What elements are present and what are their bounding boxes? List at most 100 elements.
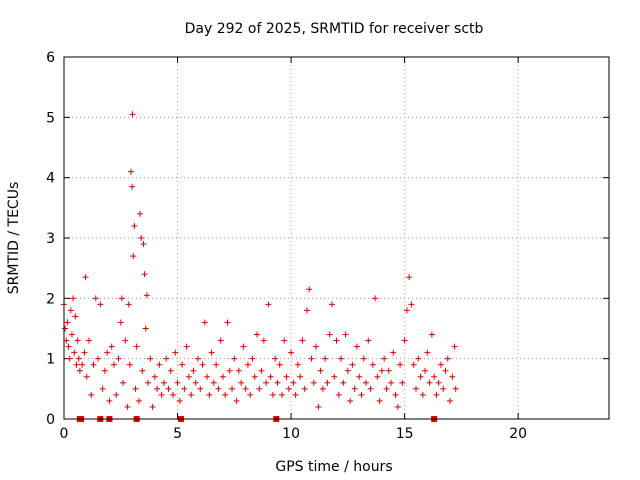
data-point <box>113 391 120 398</box>
data-point <box>188 391 195 398</box>
data-point <box>165 385 172 392</box>
data-point <box>399 379 406 386</box>
data-point <box>385 367 392 374</box>
data-point <box>151 373 158 380</box>
data-point <box>238 379 245 386</box>
data-point <box>406 274 413 281</box>
data-point <box>367 385 374 392</box>
y-tick-label: 2 <box>46 291 55 307</box>
data-point <box>376 397 383 404</box>
data-point <box>156 361 163 368</box>
data-point <box>199 361 206 368</box>
data-point <box>374 373 381 380</box>
data-point <box>88 391 95 398</box>
data-point <box>71 349 78 356</box>
data-point <box>310 379 317 386</box>
data-point <box>81 349 88 356</box>
data-point <box>149 403 156 410</box>
data-point <box>428 331 435 338</box>
data-point <box>251 373 258 380</box>
data-point <box>110 361 117 368</box>
data-points <box>61 111 459 422</box>
data-point <box>242 385 249 392</box>
data-point <box>317 367 324 374</box>
data-point <box>154 385 161 392</box>
y-tick-label: 0 <box>46 412 55 428</box>
data-point <box>129 111 136 118</box>
data-point <box>135 397 142 404</box>
data-point <box>106 397 113 404</box>
data-point <box>390 349 397 356</box>
data-point <box>356 373 363 380</box>
data-point <box>229 385 236 392</box>
data-point <box>101 367 108 374</box>
data-point <box>141 271 148 278</box>
data-point <box>403 307 410 314</box>
data-point <box>83 373 90 380</box>
data-point <box>256 385 263 392</box>
data-point <box>92 295 99 302</box>
data-point <box>408 301 415 308</box>
data-point <box>292 391 299 398</box>
data-point <box>435 379 442 386</box>
data-point <box>301 385 308 392</box>
data-point <box>129 183 136 190</box>
data-point <box>97 301 104 308</box>
data-point <box>294 361 301 368</box>
data-point <box>222 391 229 398</box>
data-point <box>254 331 261 338</box>
data-point <box>204 373 211 380</box>
data-point <box>172 349 179 356</box>
data-point <box>217 337 224 344</box>
data-point <box>82 274 89 281</box>
data-point <box>79 361 86 368</box>
data-point <box>185 373 192 380</box>
data-point <box>388 379 394 386</box>
data-point <box>90 361 97 368</box>
data-point <box>170 391 176 398</box>
data-point <box>66 355 73 362</box>
data-point <box>331 373 338 380</box>
data-point <box>381 355 388 362</box>
data-point <box>326 331 333 338</box>
data-point <box>351 385 358 392</box>
data-point <box>167 367 174 374</box>
data-point <box>181 385 188 392</box>
data-point <box>258 367 265 374</box>
data-point <box>424 349 431 356</box>
y-tick-label: 4 <box>46 171 55 187</box>
data-point <box>99 385 106 392</box>
data-point <box>324 379 331 386</box>
data-point <box>347 397 354 404</box>
data-point <box>333 337 340 344</box>
data-point <box>197 385 204 392</box>
data-point <box>137 210 144 217</box>
data-point <box>272 355 279 362</box>
data-point <box>260 337 267 344</box>
data-point <box>235 367 242 374</box>
data-point <box>138 235 145 241</box>
chart-title: Day 292 of 2025, SRMTID for receiver sct… <box>185 21 484 37</box>
x-tick-label: 5 <box>173 426 182 442</box>
data-point <box>85 337 92 344</box>
data-point <box>117 319 124 326</box>
data-point <box>118 295 125 302</box>
data-point <box>140 241 147 248</box>
data-point <box>108 343 115 350</box>
data-point <box>383 385 390 392</box>
data-point <box>365 337 372 344</box>
data-point <box>130 253 137 260</box>
x-tick-label: 0 <box>60 426 69 442</box>
y-axis-label: SRMTID / TECUs <box>6 182 22 295</box>
data-point <box>412 385 419 392</box>
data-point <box>247 391 254 398</box>
data-point <box>190 367 197 374</box>
data-point <box>201 319 208 326</box>
data-point <box>179 361 186 368</box>
data-point <box>338 355 345 362</box>
data-point <box>401 337 408 344</box>
data-point <box>265 301 272 308</box>
data-point <box>219 373 226 380</box>
data-point <box>213 361 220 368</box>
